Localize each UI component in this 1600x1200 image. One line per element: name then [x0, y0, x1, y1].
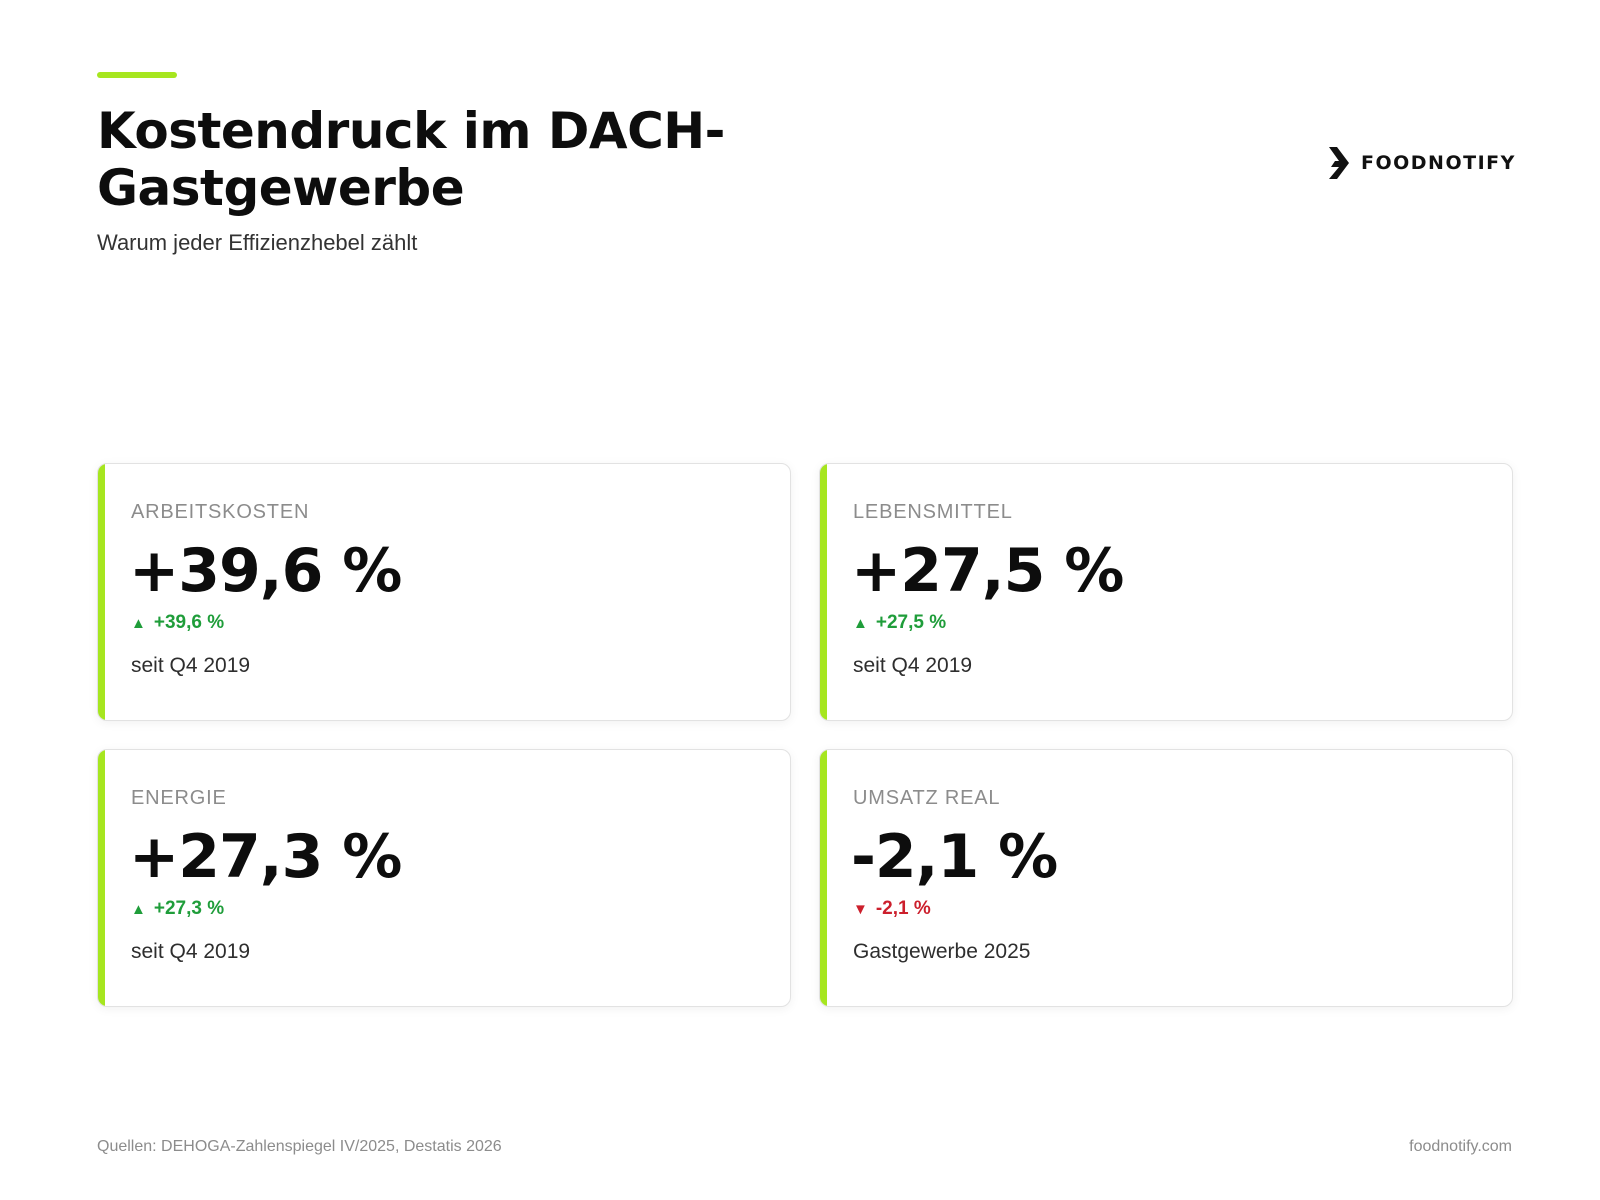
stat-delta: ▲ +27,5 % — [853, 612, 946, 634]
stat-label: ENERGIE — [131, 787, 227, 809]
stat-card-arbeitskosten: ARBEITSKOSTEN +39,6 % ▲ +39,6 % seit Q4 … — [97, 463, 791, 721]
stat-delta: ▼ -2,1 % — [853, 898, 931, 920]
brand-logo: FOODNOTIFY — [1327, 145, 1516, 181]
page-subtitle: Warum jeder Effizienzhebel zählt — [97, 230, 418, 255]
stat-value: -2,1 % — [851, 822, 1058, 892]
stat-card-umsatz-real: UMSATZ REAL -2,1 % ▼ -2,1 % Gastgewerbe … — [819, 749, 1513, 1007]
website-link[interactable]: foodnotify.com — [1409, 1138, 1512, 1155]
stat-delta-value: +27,5 % — [875, 612, 947, 633]
stat-note: seit Q4 2019 — [131, 940, 251, 963]
triangle-up-icon: ▲ — [131, 900, 146, 918]
stat-note: seit Q4 2019 — [131, 654, 251, 677]
triangle-up-icon: ▲ — [853, 614, 868, 632]
triangle-down-icon: ▼ — [853, 900, 868, 918]
stat-label: UMSATZ REAL — [853, 787, 1001, 809]
stat-value: +27,3 % — [129, 822, 402, 892]
accent-bar — [97, 72, 177, 78]
stat-note: seit Q4 2019 — [853, 654, 973, 677]
stat-value: +39,6 % — [129, 536, 402, 606]
page-title: Kostendruck im DACH-Gastgewerbe — [97, 102, 725, 217]
brand-name: FOODNOTIFY — [1361, 152, 1516, 174]
stat-delta-value: -2,1 % — [875, 898, 931, 919]
stat-card-lebensmittel: LEBENSMITTEL +27,5 % ▲ +27,5 % seit Q4 2… — [819, 463, 1513, 721]
stat-label: LEBENSMITTEL — [853, 501, 1013, 523]
stat-delta: ▲ +39,6 % — [131, 612, 224, 634]
stat-delta-value: +39,6 % — [153, 612, 225, 633]
stat-delta: ▲ +27,3 % — [131, 898, 224, 920]
foodnotify-chevron-icon — [1327, 145, 1351, 181]
sources-note: Quellen: DEHOGA-Zahlenspiegel IV/2025, D… — [97, 1138, 502, 1155]
stat-card-energie: ENERGIE +27,3 % ▲ +27,3 % seit Q4 2019 — [97, 749, 791, 1007]
stat-delta-value: +27,3 % — [153, 898, 225, 919]
triangle-up-icon: ▲ — [131, 614, 146, 632]
stat-value: +27,5 % — [851, 536, 1124, 606]
stat-note: Gastgewerbe 2025 — [853, 940, 1031, 963]
stat-label: ARBEITSKOSTEN — [131, 501, 310, 523]
